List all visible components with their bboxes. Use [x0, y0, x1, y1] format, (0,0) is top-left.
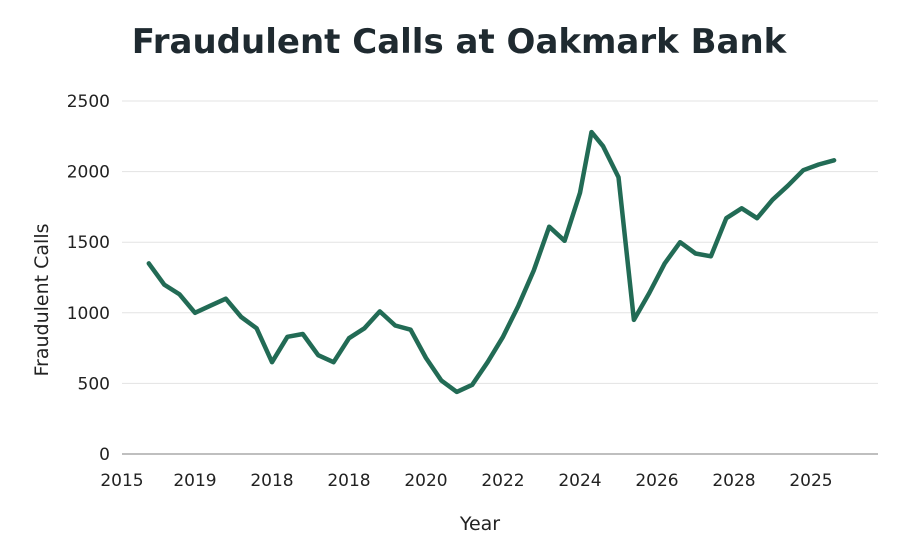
- y-tick-label: 1000: [67, 304, 110, 324]
- x-tick-label: 2028: [712, 471, 755, 491]
- x-axis-title: Year: [459, 513, 500, 535]
- x-tick-label: 2018: [327, 471, 370, 491]
- x-tick-label: 2020: [404, 471, 447, 491]
- x-tick-label: 2025: [789, 471, 832, 491]
- y-tick-label: 0: [99, 445, 110, 465]
- x-tick-label: 2018: [250, 471, 293, 491]
- x-tick-label: 2022: [481, 471, 524, 491]
- y-tick-labels: 0 500 1000 1500 2000 2500: [67, 92, 110, 465]
- y-tick-label: 500: [78, 374, 110, 394]
- y-tick-label: 2500: [67, 92, 110, 112]
- x-tick-label: 2019: [173, 471, 216, 491]
- grid-lines: [122, 100, 878, 455]
- x-tick-label: 2015: [100, 471, 143, 491]
- series-layer: [146, 129, 837, 395]
- chart-title: Fraudulent Calls at Oakmark Bank: [131, 22, 787, 62]
- x-tick-label: 2026: [635, 471, 678, 491]
- x-tick-labels: 2015 2019 2018 2018 2020 2022 2024 2026 2028 2025: [100, 471, 832, 491]
- y-axis-title: Fraudulent Calls: [31, 223, 53, 376]
- y-tick-label: 1500: [67, 233, 110, 253]
- y-tick-label: 2000: [67, 163, 110, 183]
- x-tick-label: 2024: [558, 471, 601, 491]
- series-line-0: [146, 129, 837, 395]
